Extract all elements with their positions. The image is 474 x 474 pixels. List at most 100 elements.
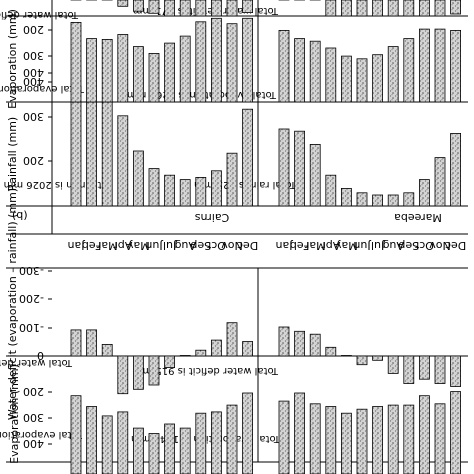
month-label-left-aug: Aug: [382, 239, 403, 252]
month-label-left-sep: Sep: [398, 239, 419, 252]
ylabel-evaporation-bottom: Evaporation (mm): [6, 9, 19, 109]
bar-cairns_second-evap-jan: [70, 395, 82, 474]
month-label-right-mar: Mar: [96, 239, 117, 252]
bar-cairns-rain-jul: [164, 174, 176, 207]
bar-cairns-rain-dec: [242, 108, 254, 207]
bar-cairns-wd-may: [132, 0, 144, 12]
bar-cairns_second-wd-may: [132, 355, 144, 390]
bar-mareeba-rain-jun: [356, 192, 368, 207]
bar-mareeba_second-wd-may: [341, 355, 352, 357]
bar-mareeba-evap-jan: [278, 30, 290, 103]
total-evap-cairns-bottom: Total evaporation is 1556 mm: [0, 429, 83, 440]
month-label-right-sep: Sep: [190, 239, 211, 252]
bar-mareeba-evap-jun: [356, 58, 368, 103]
bar-cairns-rain-feb: [86, 101, 98, 207]
total-rain-cairns: Total rain is 2026 mm: [4, 179, 113, 190]
bar-mareeba-evap-jul: [372, 54, 383, 103]
bar-cairns-rain-nov: [226, 152, 238, 207]
bar-mareeba-rain-oct: [419, 179, 430, 207]
tick-label-evap-bottom-1: 300: [23, 411, 44, 424]
bar-mareeba-rain-nov: [434, 157, 446, 207]
month-label-right-jun: Jun: [145, 239, 163, 252]
bar-mareeba_second-evap-sep: [403, 404, 415, 474]
tick-label-wd-bottom-0: 0: [37, 349, 44, 362]
bar-mareeba_second-evap-jun: [356, 408, 368, 474]
bar-mareeba_second-evap-jul: [372, 406, 383, 474]
bar-cairns-evap-jul: [164, 42, 176, 103]
bar-mareeba-wd-apr: [325, 0, 337, 17]
bar-mareeba-wd-dec: [450, 0, 462, 15]
station-label-cairns: Cairns: [194, 211, 229, 224]
bar-mareeba-rain-apr: [325, 174, 337, 207]
month-label-left-jun: Jun: [353, 239, 371, 252]
ylabel-evaporation-top: Evaporation (mm): [8, 364, 21, 464]
bar-cairns-evap-jan: [70, 22, 82, 103]
bar-cairns-wd-sep: [195, 0, 207, 17]
bar-cairns_second-evap-feb: [86, 406, 98, 474]
bar-mareeba-evap-nov: [434, 28, 446, 103]
bar-mareeba_second-evap-aug: [387, 404, 399, 474]
bar-cairns-rain-mar: [101, 101, 113, 207]
bar-mareeba-evap-dec: [450, 30, 462, 103]
bar-cairns-wd-apr: [117, 0, 129, 7]
bar-cairns-rain-apr: [117, 115, 129, 207]
bar-cairns_second-evap-jul: [164, 423, 176, 474]
tick-label-rain-2: 400: [23, 66, 44, 79]
bar-cairns-wd-dec: [242, 0, 254, 14]
bar-cairns_second-wd-sep: [195, 349, 207, 357]
bar-mareeba_second-evap-jan: [278, 400, 290, 474]
month-label-left-mar: Mar: [304, 239, 325, 252]
bar-mareeba-wd-oct: [419, 0, 430, 17]
bar-mareeba-wd-may: [341, 0, 352, 17]
bar-cairns_second-wd-apr: [117, 355, 129, 395]
bar-mareeba-wd-nov: [434, 0, 446, 17]
bar-cairns-evap-may: [132, 46, 144, 103]
tick-label-wd-bottom-3: -300: [19, 264, 44, 277]
bar-cairns-rain-jan: [70, 101, 82, 207]
month-label-left-nov: Nov: [429, 239, 451, 252]
bar-mareeba_second-wd-jun: [356, 355, 368, 366]
bar-mareeba-rain-mar: [309, 144, 321, 207]
bar-cairns-evap-apr: [117, 34, 129, 103]
bar-mareeba-wd-jun: [356, 0, 368, 17]
bars-layer: [70, 0, 462, 474]
bar-mareeba_second-evap-dec: [450, 391, 462, 474]
bar-cairns-wd-jun: [148, 0, 160, 14]
bar-cairns_second-wd-dec: [242, 341, 254, 357]
bar-cairns_second-wd-jul: [164, 355, 176, 368]
bar-cairns_second-evap-mar: [101, 415, 113, 474]
total-evap-cairns-top: Total evaporation is 2234 mm: [0, 83, 85, 94]
bar-mareeba_second-evap-nov: [434, 403, 446, 474]
bar-mareeba-evap-oct: [419, 28, 430, 103]
bar-cairns_second-evap-may: [132, 427, 144, 474]
month-label-right-nov: Nov: [221, 239, 243, 252]
month-label-left-may: May: [335, 239, 358, 252]
bar-mareeba_second-wd-dec: [450, 355, 462, 387]
bar-mareeba-rain-sep: [403, 192, 415, 207]
bar-cairns-rain-may: [132, 150, 144, 207]
bar-mareeba_second-wd-feb: [294, 330, 306, 357]
bar-mareeba_second-evap-apr: [325, 406, 337, 474]
month-label-left-feb: Feb: [290, 239, 309, 252]
ylabel-water-deficit: Water deficit (evaporation – rainfall) (…: [6, 188, 19, 420]
bar-mareeba_second-wd-jul: [372, 355, 383, 361]
bar-mareeba-rain-feb: [294, 130, 306, 207]
bar-cairns_second-wd-feb: [86, 329, 98, 357]
bar-cairns-rain-oct: [210, 170, 222, 207]
bar-mareeba_second-evap-feb: [294, 392, 306, 474]
bar-mareeba_second-wd-oct: [419, 355, 430, 380]
bar-cairns-wd-aug: [179, 0, 191, 17]
bar-cairns_second-wd-oct: [210, 339, 222, 357]
bar-mareeba_second-wd-jan: [278, 326, 290, 357]
bar-mareeba-wd-jul: [372, 0, 383, 17]
bar-mareeba_second-evap-may: [341, 412, 352, 474]
panel-label: (b): [12, 209, 28, 222]
bar-cairns_second-evap-aug: [179, 427, 191, 474]
month-label-left-jan: Jan: [275, 239, 293, 252]
bar-cairns-evap-feb: [86, 38, 98, 103]
station-label-mareeba: Mareeba: [394, 211, 442, 224]
bar-mareeba-rain-may: [341, 187, 352, 207]
bar-mareeba_second-wd-mar: [309, 333, 321, 357]
